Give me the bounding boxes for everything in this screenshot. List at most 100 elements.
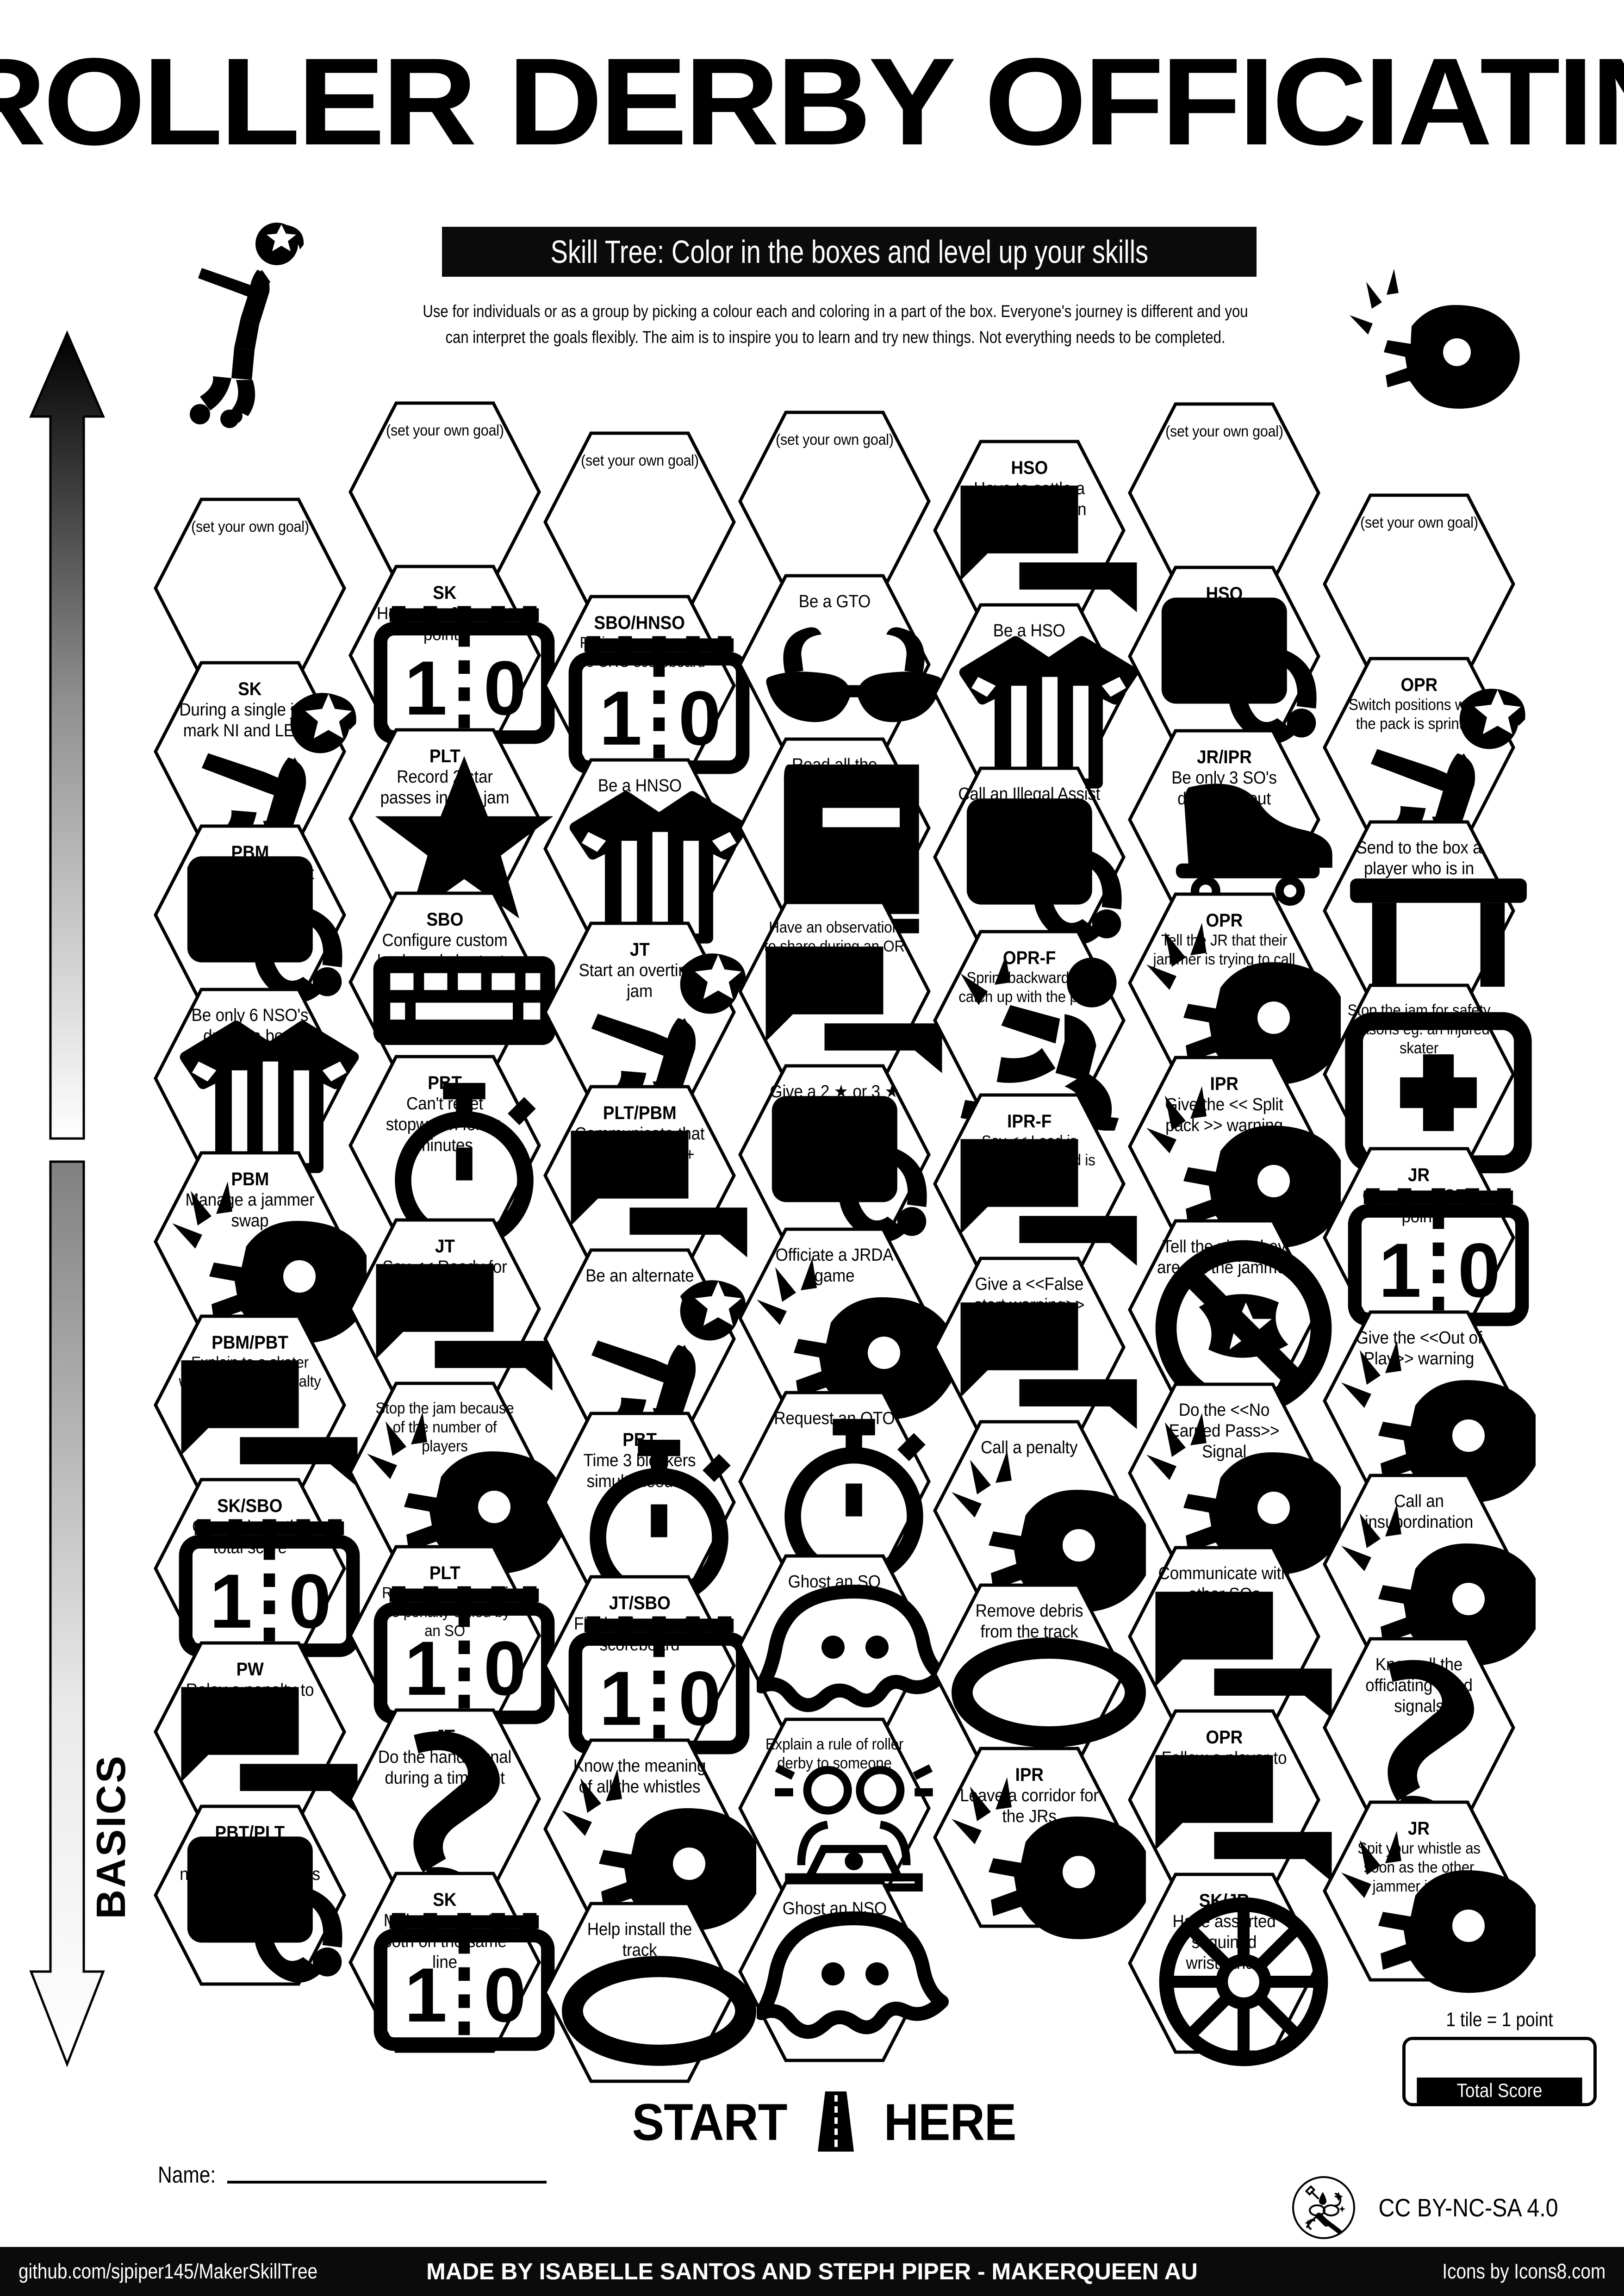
skill-tile[interactable]: IPR-FSay << Lead is open>> or <<Lead is …: [932, 1092, 1137, 1276]
skill-tile[interactable]: OPR Tell the JR that their jammer is tryi…: [1127, 891, 1341, 1085]
skill-tile[interactable]: SK/SBO Cross-check the total score 1 0: [153, 1477, 360, 1660]
skill-tile[interactable]: Ghost an SO: [737, 1553, 949, 1736]
skill-tile[interactable]: Be a HNSO: [542, 757, 749, 944]
skill-tile[interactable]: Be a GTO: [737, 573, 942, 756]
skill-tile[interactable]: IPR Leave a corridor for the JRs: [932, 1746, 1146, 1939]
skill-tile[interactable]: SBO/HNSO Fill in the rosters in the CRG s…: [542, 594, 750, 777]
skill-tile-content: PLT Record 2 star passes in one jam: [367, 746, 554, 919]
skill-tile[interactable]: Explain a rule of roller derby to someon…: [737, 1717, 933, 1900]
skill-tile-goal: Be a HSO: [993, 621, 1065, 641]
skill-tile[interactable]: Have an observation to share during an O…: [737, 900, 942, 1083]
skill-tile[interactable]: JTSay << Ready for five >>: [348, 1217, 553, 1400]
skill-tile[interactable]: PBT/PLTCross-check the number of penalti…: [153, 1804, 347, 1987]
skill-tile[interactable]: (set your own goal): [153, 497, 347, 680]
skill-tile[interactable]: PLT Repeat the name of the penalty called…: [348, 1544, 555, 1727]
name-input-line[interactable]: [227, 2181, 547, 2184]
skill-tile[interactable]: Give the <<Out of Play>> warning: [1322, 1309, 1536, 1503]
skill-tile-content: Do the <<No Earned Pass>> Signal: [1146, 1400, 1341, 1575]
svg-text:1: 1: [1379, 1228, 1421, 1313]
skill-tile-placeholder: (set your own goal): [775, 431, 894, 448]
skill-tile[interactable]: Stop the jam for safety reasons eg. an i…: [1322, 983, 1532, 1174]
skill-tile[interactable]: Remove debris from the track: [932, 1582, 1146, 1766]
skill-tile[interactable]: Do the <<No Earned Pass>> Signal: [1127, 1381, 1341, 1575]
skill-tile[interactable]: (set your own goal): [737, 410, 932, 593]
skill-tile[interactable]: PBT Time 3 blockers simultaneously: [542, 1411, 737, 1607]
skill-tile-role: IPR: [1015, 1765, 1044, 1785]
skill-tile[interactable]: Ghost an NSO: [737, 1880, 949, 2063]
svg-text:0: 0: [289, 1559, 331, 1644]
footer-icons-credit[interactable]: Icons by Icons8.com: [1442, 2259, 1605, 2283]
skill-tile-content: Be a HNSO: [562, 776, 749, 944]
skill-tile[interactable]: PWRelay a penalty to the PLT: [153, 1640, 358, 1823]
skill-tile-content: (set your own goal): [562, 449, 717, 595]
skill-tile[interactable]: OPR Switch positions when the pack is spr…: [1322, 656, 1525, 858]
skill-tile[interactable]: Communicate with other SOs: [1127, 1545, 1332, 1728]
skill-tile[interactable]: SK Help your JR count points 1 0: [348, 564, 555, 747]
skill-tile[interactable]: PLT/PBMCommunicate that a player has 5+ …: [542, 1084, 747, 1267]
skill-tile-content: IPR Give the << Split pack >> warning: [1146, 1073, 1341, 1248]
skill-tile[interactable]: HSOHave to settle a difficult question: [932, 439, 1137, 622]
skill-tile[interactable]: Know the meaning of all the whistles: [542, 1737, 756, 1931]
total-score-box[interactable]: Total Score: [1402, 2037, 1597, 2106]
skill-tile-content: PLT/PBMCommunicate that a player has 5+ …: [562, 1102, 747, 1257]
skill-tile[interactable]: Call an Illegal Assist: [932, 765, 1126, 949]
skill-tile[interactable]: (set your own goal): [1127, 401, 1321, 585]
here-word: HERE: [884, 2093, 1017, 2151]
total-score-value[interactable]: [1406, 2040, 1593, 2078]
skill-tile[interactable]: (set your own goal): [348, 400, 542, 584]
footer-repo-link[interactable]: github.com/sjpiper145/MakerSkillTree: [19, 2259, 318, 2283]
svg-text:0: 0: [1458, 1228, 1500, 1313]
skill-tile-placeholder: (set your own goal): [580, 452, 699, 469]
name-field-row[interactable]: Name:: [153, 2161, 547, 2188]
skill-tile-content: IPR Leave a corridor for the JRs: [952, 1764, 1146, 1939]
skill-tile[interactable]: Officiate a JRDA game: [737, 1226, 951, 1420]
skill-tile-content: Be only 6 NSO's during a bout: [172, 1005, 359, 1173]
skill-tile-content: Read all the WFTDA Rules: [757, 755, 919, 933]
skill-tile[interactable]: SK Make sure you're both on the same line…: [348, 1871, 555, 2054]
skill-tile[interactable]: JTDo the hand signal during a time-out: [348, 1707, 542, 1905]
skill-tile[interactable]: PBM Manage a jammer swap: [153, 1150, 367, 1344]
skill-tile-role: SBO: [426, 909, 463, 930]
skill-tile[interactable]: Give a <<False start warning>>: [932, 1256, 1137, 1439]
skill-tile[interactable]: (set your own goal): [542, 430, 737, 614]
skill-tile[interactable]: JR Spit your whistle as soon as the other…: [1322, 1799, 1536, 1993]
skill-tile-content: OPR Tell the JR that their jammer is tryi…: [1146, 910, 1341, 1085]
skill-tile-content: (set your own goal): [1146, 420, 1302, 566]
skill-tile[interactable]: JT Start an overtime jam: [542, 921, 746, 1122]
skill-tile[interactable]: Request an OTO: [737, 1390, 932, 1586]
skill-tile-role: SK: [238, 679, 262, 699]
skill-tile-content: PBT/PLTCross-check the number of penalti…: [172, 1822, 342, 1983]
skill-tile[interactable]: HSOHandle an expulsion: [1127, 565, 1321, 748]
skill-tile-goal: Send to the box a player who is in queue: [1356, 838, 1482, 899]
skill-tile[interactable]: Give a 2 ★ or 3 ★ penalty call: [737, 1063, 932, 1246]
skill-tile[interactable]: Tell the pivot they are not the jammer: [1127, 1218, 1332, 1417]
skill-tile-role: OPR: [1206, 910, 1243, 931]
skill-tile[interactable]: Stop the jam because of the number of pl…: [348, 1381, 561, 1574]
skill-tile[interactable]: Be a HSO: [932, 602, 1139, 789]
skill-tile[interactable]: Call a penalty: [932, 1419, 1146, 1612]
skill-tile[interactable]: JR Count an NOTT point 1 0: [1322, 1146, 1529, 1329]
skill-tile[interactable]: OPRFollow a player to repeat a call: [1127, 1708, 1332, 1892]
skill-tile[interactable]: Send to the box a player who is in queue: [1322, 819, 1527, 1002]
skill-tile[interactable]: Be an alternate: [542, 1247, 746, 1449]
skill-tile[interactable]: OPR-F Sprint backwards to catch up with t…: [932, 929, 1126, 1131]
skill-tile-content: Communicate with other SOs: [1146, 1563, 1332, 1718]
skill-tile-role: IPR: [1210, 1074, 1238, 1094]
skill-tile[interactable]: Read all the WFTDA Rules: [737, 736, 932, 933]
skill-tile[interactable]: Call an insubordination: [1322, 1473, 1536, 1666]
skill-tile[interactable]: PBM/PBTExplain to a skater why they got …: [153, 1313, 358, 1497]
skill-tile[interactable]: SK During a single jam, mark NI and LEAD: [153, 660, 356, 862]
skill-tile[interactable]: Be only 6 NSO's during a bout: [153, 987, 359, 1173]
skill-tile[interactable]: Help install the track: [542, 1901, 756, 2084]
skill-tile[interactable]: PLT Record 2 star passes in one jam: [348, 727, 554, 919]
skill-tile[interactable]: PBT Can't reset stopwatch for 2+ minutes: [348, 1054, 542, 1250]
skill-tile[interactable]: IPR Give the << Split pack >> warning: [1127, 1055, 1341, 1248]
skill-tile[interactable]: Know all the officiating hand signals: [1322, 1636, 1516, 1834]
skill-tile[interactable]: JT/SBO Fix the time on the scoreboard 1 0: [542, 1574, 750, 1757]
total-score-label: Total Score: [1417, 2078, 1582, 2103]
skill-tile[interactable]: (set your own goal): [1322, 492, 1516, 676]
